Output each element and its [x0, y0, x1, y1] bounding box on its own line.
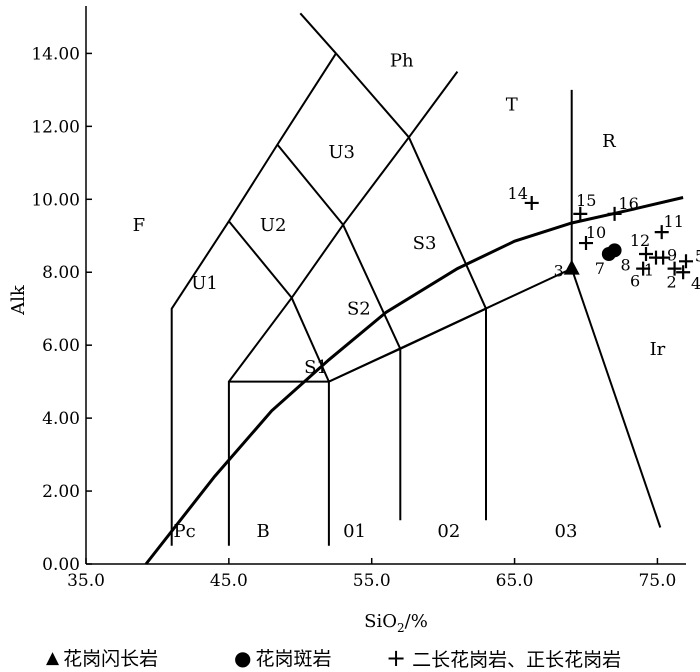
x-axis-label-sub: 2: [397, 621, 405, 635]
x-tick-label: 65.0: [496, 571, 534, 591]
plus-icon: +: [386, 644, 407, 672]
legend: ▲ 花岗闪长岩 ● 花岗斑岩 + 二长花岗岩、正长花岗岩: [0, 644, 700, 672]
sample-label: 11: [664, 212, 684, 231]
field-label-02: 02: [437, 521, 460, 542]
x-tick-label: 75.0: [638, 571, 676, 591]
x-tick-label: 55.0: [353, 571, 391, 591]
field-label-s1: S1: [304, 357, 328, 378]
field-label-03: 03: [555, 521, 578, 542]
monzogranite-marker: [579, 236, 593, 251]
field-label-b: B: [257, 521, 270, 542]
sample-label: 2: [666, 273, 676, 292]
field-line-3: [399, 307, 487, 521]
alkaline-subalkaline-boundary: [144, 196, 684, 565]
sample-points: 378141516101112916254: [508, 184, 700, 293]
field-label-s3: S3: [413, 233, 437, 254]
legend-item-granodiorite: ▲ 花岗闪长岩: [46, 644, 158, 671]
sample-label: 10: [586, 223, 606, 242]
field-line-5: [290, 297, 330, 383]
monzogranite-marker: [676, 265, 691, 280]
field-line-4: [228, 89, 573, 383]
boundary-curve: [144, 196, 684, 565]
legend-label: 花岗闪长岩: [63, 648, 159, 670]
monzogranite-marker: [679, 254, 693, 269]
granodiorite-marker: [563, 259, 580, 275]
sample-label: 4: [691, 274, 700, 293]
triangle-icon: ▲: [46, 647, 60, 668]
y-axis-label: Alk: [8, 284, 29, 316]
field-label-r: R: [602, 131, 616, 152]
field-label-t: T: [506, 94, 518, 115]
field-labels: F U1 U2 U3 Ph S1 S2 S3 T R Ir Pc B 01 02 03: [133, 51, 666, 542]
monzogranite-marker: [607, 206, 622, 221]
sample-label: 8: [620, 255, 630, 274]
sample-label: 5: [695, 246, 700, 265]
sample-label: 16: [618, 194, 638, 213]
monzogranite-marker: [636, 261, 651, 276]
sample-label: 7: [595, 259, 605, 278]
x-tick-label: 45.0: [210, 571, 248, 591]
monzogranite-marker: [654, 225, 669, 240]
sample-label: 12: [630, 231, 650, 250]
field-label-01: 01: [343, 521, 366, 542]
tas-diagram: 0.00 2.00 4.00 6.00 8.00 10.00 12.00 14.00 35.0 4…: [8, 6, 700, 635]
field-line-10: [570, 268, 662, 528]
x-axis-label: SiO2/%: [364, 611, 428, 635]
monzogranite-marker: [639, 247, 653, 261]
y-tick-label: 10.00: [31, 190, 80, 210]
field-line-1: [227, 71, 459, 546]
sample-label: 15: [576, 191, 596, 210]
monzogranite-marker: [524, 195, 539, 210]
field-label-ph: Ph: [390, 51, 414, 72]
y-tick-label: 6.00: [42, 336, 80, 356]
field-boundaries: [170, 12, 662, 546]
field-line-9: [299, 12, 337, 55]
legend-label: 花岗斑岩: [255, 648, 332, 670]
sample-label: 1: [644, 261, 654, 280]
axes: 0.00 2.00 4.00 6.00 8.00 10.00 12.00 14.00 35.0 4…: [31, 6, 686, 591]
legend-item-monzogranite: + 二长花岗岩、正长花岗岩: [386, 644, 621, 672]
sample-label: 3: [554, 262, 564, 281]
monzogranite-marker: [649, 250, 663, 265]
monzogranite-marker: [667, 261, 682, 276]
granite-porphyry-marker: [607, 243, 622, 258]
field-label-u1: U1: [191, 273, 218, 294]
y-tick-label: 14.00: [31, 44, 80, 64]
y-tick-label: 4.00: [42, 409, 80, 429]
field-label-ir: Ir: [650, 339, 666, 360]
circle-icon: ●: [234, 645, 252, 670]
x-axis-label-main: SiO: [364, 611, 397, 632]
y-tick-label: 8.00: [42, 263, 80, 283]
y-tick-label: 0.00: [42, 555, 80, 575]
field-line-6: [228, 220, 293, 299]
sample-label: 6: [630, 272, 640, 291]
x-axis-label-unit: /%: [405, 611, 428, 632]
field-label-pc: Pc: [173, 521, 195, 542]
sample-label: 14: [508, 184, 528, 203]
field-line-7: [276, 143, 402, 350]
y-tick-label: 12.00: [31, 117, 80, 137]
field-line-0: [170, 52, 337, 546]
field-label-f: F: [133, 215, 146, 236]
field-line-8: [335, 52, 487, 310]
field-label-s2: S2: [347, 299, 371, 320]
legend-item-granite-porphyry: ● 花岗斑岩: [234, 644, 331, 671]
y-tick-label: 2.00: [42, 482, 80, 502]
field-line-2: [327, 347, 402, 546]
legend-label: 二长花岗岩、正长花岗岩: [412, 648, 622, 671]
monzogranite-marker: [573, 206, 588, 221]
field-label-u2: U2: [260, 215, 287, 236]
sample-label: 9: [667, 246, 677, 265]
field-label-u3: U3: [328, 142, 355, 163]
x-tick-label: 35.0: [67, 571, 105, 591]
